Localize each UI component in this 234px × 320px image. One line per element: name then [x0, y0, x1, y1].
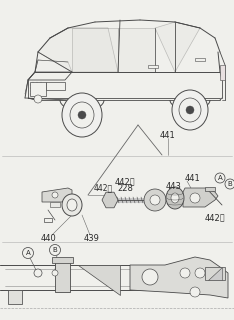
Polygon shape	[183, 188, 218, 207]
Polygon shape	[42, 188, 72, 202]
Ellipse shape	[179, 98, 201, 122]
Text: 439: 439	[84, 234, 100, 243]
Text: B: B	[228, 181, 232, 187]
Circle shape	[78, 111, 86, 119]
Polygon shape	[155, 22, 200, 72]
Circle shape	[195, 268, 205, 278]
Circle shape	[215, 173, 225, 183]
Polygon shape	[205, 267, 225, 280]
Text: Ⓐ: Ⓐ	[220, 213, 225, 222]
Text: 442: 442	[115, 178, 131, 187]
Polygon shape	[195, 58, 205, 61]
Ellipse shape	[62, 194, 82, 216]
Polygon shape	[205, 187, 215, 191]
Ellipse shape	[62, 93, 102, 137]
Circle shape	[34, 95, 42, 103]
Text: A: A	[218, 175, 222, 181]
Polygon shape	[102, 192, 118, 208]
Circle shape	[142, 269, 158, 285]
Circle shape	[50, 244, 61, 255]
Polygon shape	[38, 28, 118, 72]
Polygon shape	[46, 82, 65, 90]
Circle shape	[190, 193, 200, 203]
Circle shape	[34, 269, 42, 277]
Polygon shape	[148, 65, 158, 68]
Text: B: B	[53, 247, 57, 253]
Polygon shape	[118, 28, 155, 72]
Text: 441: 441	[185, 173, 201, 182]
Circle shape	[52, 270, 58, 276]
Polygon shape	[44, 218, 52, 222]
Ellipse shape	[171, 193, 179, 203]
Text: 442: 442	[205, 213, 221, 222]
Polygon shape	[72, 28, 118, 72]
Polygon shape	[52, 257, 73, 263]
Polygon shape	[55, 260, 70, 292]
Text: 441: 441	[159, 131, 175, 140]
Ellipse shape	[70, 102, 94, 128]
Text: A: A	[26, 250, 30, 256]
Circle shape	[180, 268, 190, 278]
Text: 228: 228	[117, 183, 133, 193]
Polygon shape	[8, 290, 22, 304]
Circle shape	[150, 195, 160, 205]
Circle shape	[186, 106, 194, 114]
Polygon shape	[130, 257, 228, 298]
Polygon shape	[78, 265, 120, 295]
Polygon shape	[30, 82, 46, 96]
Polygon shape	[35, 60, 72, 72]
Circle shape	[190, 287, 200, 297]
Circle shape	[52, 192, 58, 198]
Text: 442Ⓑ: 442Ⓑ	[94, 183, 113, 193]
Text: 443: 443	[166, 181, 182, 190]
Ellipse shape	[67, 199, 77, 211]
Ellipse shape	[172, 90, 208, 130]
Polygon shape	[50, 202, 60, 207]
Polygon shape	[28, 72, 72, 80]
Circle shape	[22, 247, 33, 259]
Polygon shape	[220, 65, 225, 80]
Text: Ⓑ: Ⓑ	[130, 178, 135, 187]
Ellipse shape	[166, 187, 184, 209]
Circle shape	[144, 189, 166, 211]
Circle shape	[225, 179, 234, 189]
Text: 440: 440	[40, 234, 56, 243]
Polygon shape	[208, 267, 222, 280]
